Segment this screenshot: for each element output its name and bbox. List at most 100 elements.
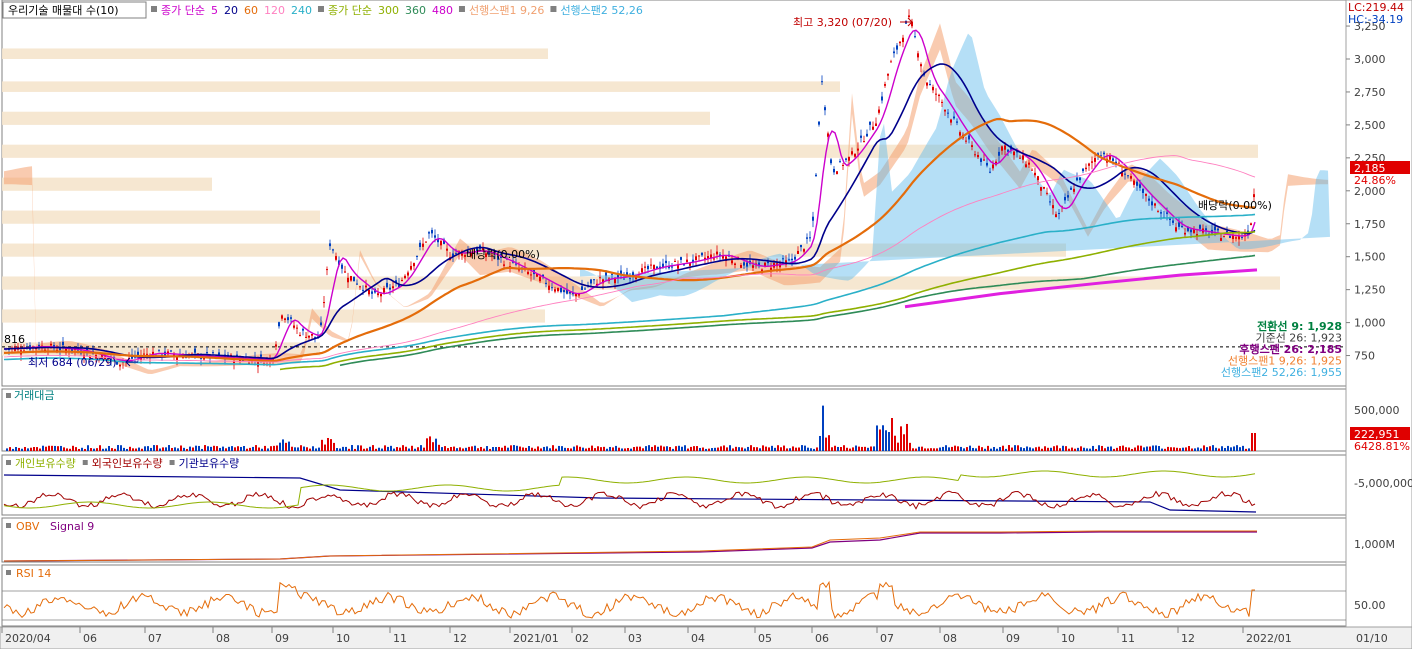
candle-body — [563, 290, 565, 293]
volume-bar — [963, 448, 965, 451]
candle-body — [62, 341, 64, 346]
candle-body — [893, 51, 895, 54]
volume-bar — [126, 448, 128, 451]
candle-body — [503, 264, 505, 266]
candle-body — [464, 255, 466, 257]
candle-body — [1238, 235, 1240, 240]
holding-legend-2: 기관보유수량 — [179, 457, 240, 470]
volume-bar — [780, 447, 782, 451]
candle-body — [308, 335, 310, 338]
volume-bar — [27, 448, 29, 451]
candle-body — [368, 289, 370, 295]
candle-body — [1070, 187, 1072, 190]
candle-body — [1169, 217, 1171, 221]
pane-frame-2 — [1, 454, 1347, 516]
volume-bar — [246, 448, 248, 451]
candle-body — [278, 322, 280, 327]
candle-body — [812, 216, 814, 221]
candle-body — [356, 283, 358, 285]
volume-bar — [81, 447, 83, 451]
candle-body — [1028, 162, 1030, 165]
volume-bar — [675, 446, 677, 451]
y-tick-label: 1,750 — [1354, 218, 1386, 231]
candle-body — [575, 293, 577, 297]
ma-120-line — [3, 155, 1256, 363]
volume-bar — [39, 448, 41, 451]
volume-bar — [915, 448, 917, 451]
x-tick-label: 12 — [453, 632, 467, 645]
volume-bar — [1116, 447, 1118, 451]
volume-bar — [945, 445, 947, 451]
volume-bar — [1209, 446, 1211, 451]
volume-bar — [474, 445, 476, 451]
candle-body — [1016, 151, 1018, 153]
candle-body — [626, 272, 628, 277]
candle-body — [143, 353, 145, 355]
candle-body — [1007, 149, 1009, 152]
volume-bar — [120, 445, 122, 451]
volume-bar — [150, 447, 152, 451]
institution-holding-line — [3, 474, 1257, 513]
obv-signal-legend: Signal 9 — [50, 520, 94, 533]
candle-body — [365, 285, 367, 288]
volume-profile-bar-1 — [2, 81, 840, 92]
volume-bar — [420, 445, 422, 451]
volume-bar — [477, 448, 479, 451]
candle-body — [998, 151, 1000, 156]
volume-bar — [1065, 446, 1067, 451]
volume-bar — [93, 448, 95, 451]
volume-bar — [807, 447, 809, 451]
volume-bar — [384, 445, 386, 451]
volume-bar — [198, 445, 200, 451]
candle-body — [203, 358, 205, 360]
candle-body — [992, 164, 994, 169]
candle-body — [50, 343, 52, 346]
volume-bar — [723, 445, 725, 451]
candle-body — [212, 352, 214, 354]
volume-profile-bar-4 — [2, 177, 212, 191]
candle-body — [1220, 238, 1222, 241]
volume-bar — [1176, 447, 1178, 451]
obv-tick-label: 1,000M — [1354, 538, 1395, 551]
x-tick-label: 03 — [628, 632, 642, 645]
candle-body — [842, 164, 844, 166]
volume-bar — [639, 446, 641, 451]
volume-bar — [726, 447, 728, 451]
volume-bar — [72, 445, 74, 451]
annotation-low: 최저 684 (06/29) — [28, 356, 117, 369]
candle-body — [707, 256, 709, 259]
volume-bar — [594, 448, 596, 451]
y-tick-label: 2,000 — [1354, 185, 1386, 198]
candle-body — [752, 265, 754, 268]
volume-bar — [1047, 447, 1049, 451]
volume-bar — [444, 446, 446, 451]
volume-bar — [432, 442, 434, 451]
volume-bar — [1167, 446, 1169, 451]
candle-body — [1121, 172, 1123, 177]
candle-body — [869, 121, 871, 125]
volume-bar — [714, 447, 716, 451]
volume-bar — [561, 446, 563, 451]
volume-bar — [885, 430, 887, 451]
volume-bar — [687, 448, 689, 451]
volume-bar — [927, 448, 929, 451]
candle-body — [1142, 188, 1144, 193]
volume-bar — [1008, 445, 1010, 451]
volume-bar — [1149, 446, 1151, 451]
volume-bar — [405, 446, 407, 451]
volume-bar — [591, 445, 593, 451]
volume-bar — [1050, 447, 1052, 451]
volume-bar — [795, 447, 797, 451]
candle-body — [395, 280, 397, 283]
volume-bar — [1242, 445, 1244, 451]
chart-title: 우리기술 매물대 수(10) — [8, 4, 119, 17]
candle-body — [584, 288, 586, 290]
candle-body — [632, 272, 634, 277]
foreign-holding-line — [3, 490, 1256, 510]
volume-bar — [903, 434, 905, 451]
candle-body — [119, 364, 121, 367]
candle-body — [1133, 180, 1135, 185]
volume-profile-bar-8 — [2, 309, 545, 323]
